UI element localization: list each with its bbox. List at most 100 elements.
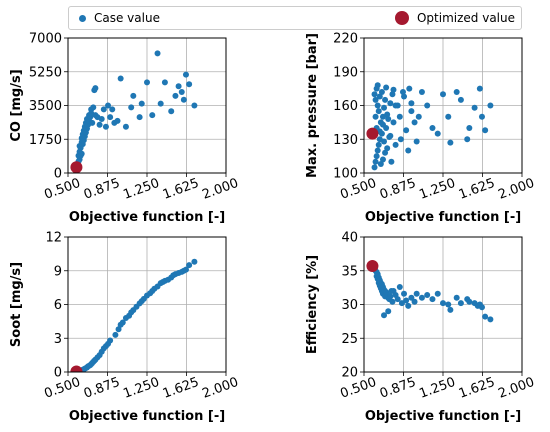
case-point: [107, 114, 114, 121]
case-point: [381, 104, 388, 111]
case-point: [466, 125, 473, 131]
case-point: [440, 91, 446, 98]
y-tick-label: 100: [333, 167, 358, 182]
case-point: [440, 300, 446, 307]
y-tick-label: 160: [333, 99, 358, 114]
optimized-point: [70, 161, 83, 173]
case-point: [447, 306, 454, 313]
x-tick-label: 0.875: [82, 176, 122, 203]
case-point: [136, 114, 143, 121]
case-point: [186, 262, 193, 269]
case-point: [445, 113, 452, 120]
y-tick-label: 9: [54, 264, 62, 279]
x-tick-label: 0.500: [42, 375, 82, 402]
case-point: [418, 294, 425, 301]
x-tick-label: 1.250: [121, 176, 161, 203]
y-axis-label: Soot [mg/s]: [9, 262, 24, 347]
panel-pressure: 0.500 0.875 1.250 1.625 2.000100130160190220…: [305, 32, 537, 226]
x-tick-label: 1.625: [161, 176, 201, 203]
case-point: [396, 113, 403, 120]
case-point: [90, 104, 97, 111]
case-point: [375, 141, 382, 148]
case-point: [387, 132, 394, 139]
x-tick-label: 0.875: [82, 375, 122, 402]
case-point: [371, 91, 378, 98]
plot-frame: [67, 37, 227, 174]
x-tick-label: 2.000: [496, 375, 536, 402]
case-marker-icon: [79, 14, 86, 22]
case-point: [478, 304, 485, 311]
legend-optimized-label: Optimized value: [416, 11, 515, 25]
case-point: [482, 127, 489, 134]
case-point: [379, 156, 386, 163]
legend-item-optimized: Optimized value: [394, 11, 515, 25]
case-point: [411, 119, 418, 126]
case-point: [405, 302, 412, 309]
x-axis-label: Objective function [-]: [365, 210, 521, 225]
case-point: [394, 296, 401, 303]
case-point: [372, 96, 379, 103]
x-tick-label: 2.000: [496, 176, 536, 203]
case-point: [415, 113, 422, 120]
case-point: [122, 123, 129, 130]
case-point: [382, 149, 389, 156]
case-point: [154, 50, 161, 57]
x-tick-label: 1.625: [161, 375, 201, 402]
y-axis-label: Efficiency [%]: [305, 255, 320, 354]
case-point: [434, 130, 441, 137]
case-point: [372, 113, 379, 120]
case-point: [387, 100, 394, 107]
x-tick-label: 1.250: [417, 375, 457, 402]
x-tick-label: 2.000: [200, 176, 240, 203]
case-point: [403, 127, 410, 134]
x-axis-label: Objective function [-]: [69, 409, 225, 424]
case-point: [105, 102, 112, 109]
case-point: [457, 300, 464, 307]
case-point: [464, 136, 471, 143]
case-point: [405, 147, 412, 154]
case-point: [390, 86, 397, 93]
case-point: [447, 139, 454, 146]
case-point: [413, 290, 420, 297]
y-tick-label: 12: [45, 231, 62, 246]
x-tick-label: 2.000: [200, 375, 240, 402]
case-point: [385, 308, 392, 315]
case-point: [112, 331, 119, 338]
case-point: [424, 102, 431, 109]
case-point: [392, 102, 399, 109]
case-point: [180, 96, 187, 103]
case-point: [387, 293, 394, 300]
case-point: [392, 141, 399, 148]
points-efficiency: [366, 260, 494, 323]
case-point: [434, 290, 441, 297]
case-point: [401, 290, 408, 297]
case-point: [466, 298, 473, 305]
case-point: [424, 292, 431, 299]
case-point: [372, 158, 379, 165]
x-tick-label: 0.875: [378, 375, 418, 402]
case-point: [130, 92, 137, 99]
case-point: [374, 82, 381, 89]
legend-case-label: Case value: [94, 11, 160, 25]
x-tick-label: 0.875: [378, 176, 418, 203]
y-tick-label: 30: [341, 298, 358, 313]
case-point: [182, 71, 189, 78]
y-tick-label: 190: [333, 65, 358, 80]
case-point: [89, 119, 96, 126]
case-point: [390, 119, 397, 126]
case-point: [482, 313, 489, 320]
case-point: [128, 104, 135, 111]
case-point: [144, 79, 150, 86]
case-point: [157, 100, 164, 107]
x-tick-label: 0.500: [42, 176, 82, 203]
optimized-point: [70, 365, 83, 372]
y-tick-label: 35: [341, 264, 358, 279]
case-point: [406, 85, 413, 92]
case-point: [117, 75, 124, 82]
case-point: [191, 258, 198, 265]
optimized-marker-icon: [394, 11, 409, 25]
case-point: [453, 294, 460, 301]
case-point: [78, 150, 85, 157]
y-tick-label: 3: [54, 332, 62, 347]
